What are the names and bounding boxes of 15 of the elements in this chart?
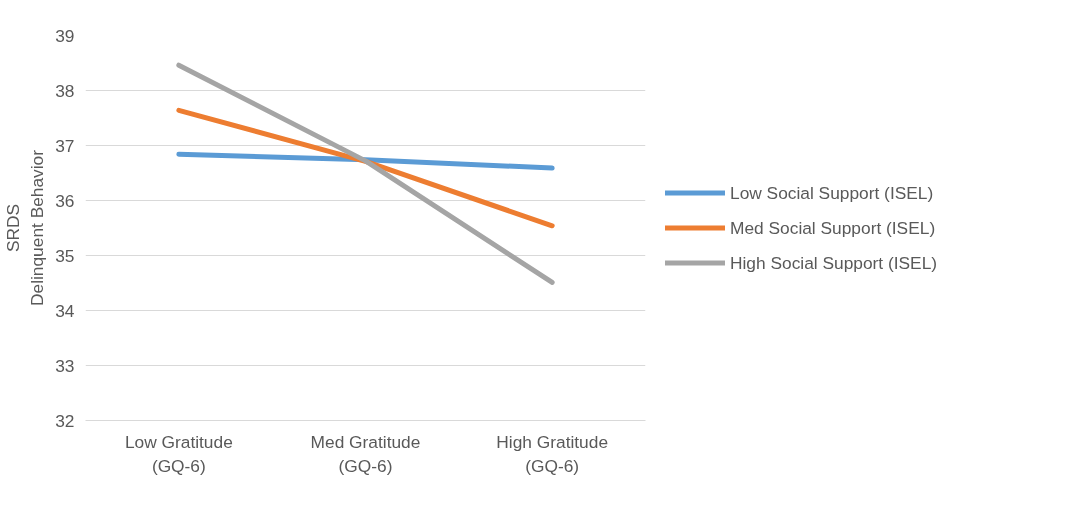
y-tick-label: 39 xyxy=(55,25,75,46)
y-axis-title: SRDS Delinquent Behavior xyxy=(3,149,48,307)
legend-label: High Social Support (ISEL) xyxy=(730,252,938,273)
y-tick-label: 37 xyxy=(55,135,75,156)
y-tick-label: 36 xyxy=(55,190,75,211)
legend-label: Low Social Support (ISEL) xyxy=(730,182,934,203)
legend-label: Med Social Support (ISEL) xyxy=(730,217,936,238)
x-tick-label: Low Gratitude (GQ-6) xyxy=(124,431,233,476)
y-tick-label: 38 xyxy=(55,80,75,101)
y-tick-label: 32 xyxy=(55,410,75,431)
x-tick-label: Med Gratitude (GQ-6) xyxy=(310,431,421,476)
y-tick-label: 33 xyxy=(55,355,75,376)
x-tick-label: High Gratitude (GQ-6) xyxy=(496,431,609,476)
y-tick-label: 35 xyxy=(55,245,75,266)
y-tick-label: 34 xyxy=(55,300,75,321)
